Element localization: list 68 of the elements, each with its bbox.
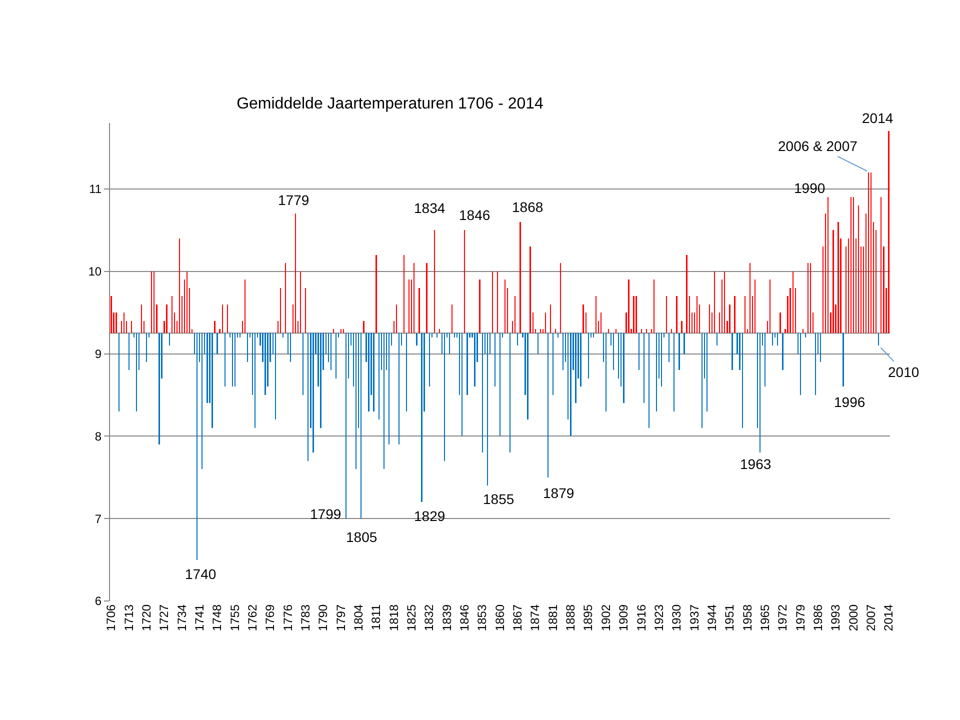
x-tick-label: 1881 [546, 604, 560, 632]
y-tick-label: 6 [94, 594, 102, 608]
x-tick-label: 1888 [564, 604, 578, 632]
annotation: 1829 [414, 508, 446, 524]
annotation: 1990 [794, 180, 826, 196]
x-tick-label: 2014 [882, 604, 896, 632]
x-tick-label: 1727 [157, 604, 172, 632]
x-tick-label: 1776 [280, 604, 295, 632]
x-tick-label: 1832 [422, 604, 436, 632]
annotation: 2010 [888, 364, 920, 380]
x-tick-label: 1902 [598, 604, 613, 632]
x-tick-label: 1860 [492, 604, 507, 632]
annotation: 1799 [310, 506, 342, 522]
x-tick-label: 1909 [616, 604, 631, 632]
annotation: 1879 [543, 485, 574, 501]
x-tick-label: 1853 [475, 604, 490, 632]
x-tick-label: 1972 [776, 604, 790, 632]
x-tick-label: 1846 [458, 604, 472, 632]
x-tick-label: 1993 [828, 604, 843, 632]
x-tick-label: 1741 [192, 604, 207, 632]
annotation: 1996 [834, 394, 866, 410]
x-tick-label: 1797 [334, 604, 348, 632]
y-tick-label: 10 [88, 264, 102, 279]
x-tick-label: 1804 [352, 604, 366, 632]
x-tick-label: 1839 [440, 604, 454, 632]
x-tick-label: 1734 [174, 604, 189, 632]
y-tick-label: 8 [94, 429, 102, 444]
x-tick-label: 1951 [722, 604, 737, 632]
chart-title: Gemiddelde Jaartemperaturen 1706 - 2014 [236, 96, 544, 113]
annotation: 1868 [512, 199, 544, 215]
x-tick-label: 1720 [140, 604, 154, 632]
x-tick-label: 1944 [704, 604, 719, 632]
x-tick-label: 1874 [528, 604, 542, 632]
x-tick-label: 1748 [210, 604, 224, 632]
x-tick-label: 1825 [404, 604, 419, 632]
x-tick-label: 1979 [793, 604, 808, 632]
x-tick-label: 1930 [670, 604, 684, 632]
x-tick-label: 1986 [810, 604, 825, 632]
annotation: 1805 [346, 529, 378, 545]
x-tick-label: 1818 [386, 604, 401, 632]
x-tick-label: 1937 [687, 604, 702, 632]
y-tick-label: 7 [94, 512, 102, 526]
annotation: 1779 [278, 192, 310, 208]
x-tick-label: 1916 [634, 604, 648, 632]
x-tick-label: 1783 [298, 604, 313, 632]
x-tick-label: 1713 [122, 604, 136, 632]
x-tick-label: 2007 [864, 604, 878, 632]
x-tick-label: 1769 [263, 604, 278, 632]
x-tick-label: 1867 [510, 604, 525, 632]
x-tick-label: 1762 [246, 604, 260, 632]
x-tick-label: 1706 [104, 604, 118, 632]
x-tick-label: 1755 [228, 604, 242, 632]
y-tick-label: 11 [89, 182, 102, 196]
annotation: 2014 [862, 110, 894, 126]
annotation: 2006 & 2007 [778, 138, 858, 154]
annotation: 1855 [483, 491, 514, 507]
x-tick-label: 1923 [652, 604, 666, 632]
annotation: 1963 [740, 456, 772, 472]
annotation: 1740 [185, 566, 216, 582]
x-tick-label: 2000 [846, 604, 860, 632]
x-tick-label: 1895 [581, 604, 596, 632]
x-tick-label: 1958 [740, 604, 754, 632]
x-tick-label: 1811 [369, 604, 384, 630]
annotation: 1846 [459, 207, 490, 223]
x-tick-label: 1965 [758, 604, 772, 632]
annotation: 1834 [414, 200, 446, 216]
y-tick-label: 9 [94, 346, 102, 361]
x-tick-label: 1790 [316, 604, 330, 632]
